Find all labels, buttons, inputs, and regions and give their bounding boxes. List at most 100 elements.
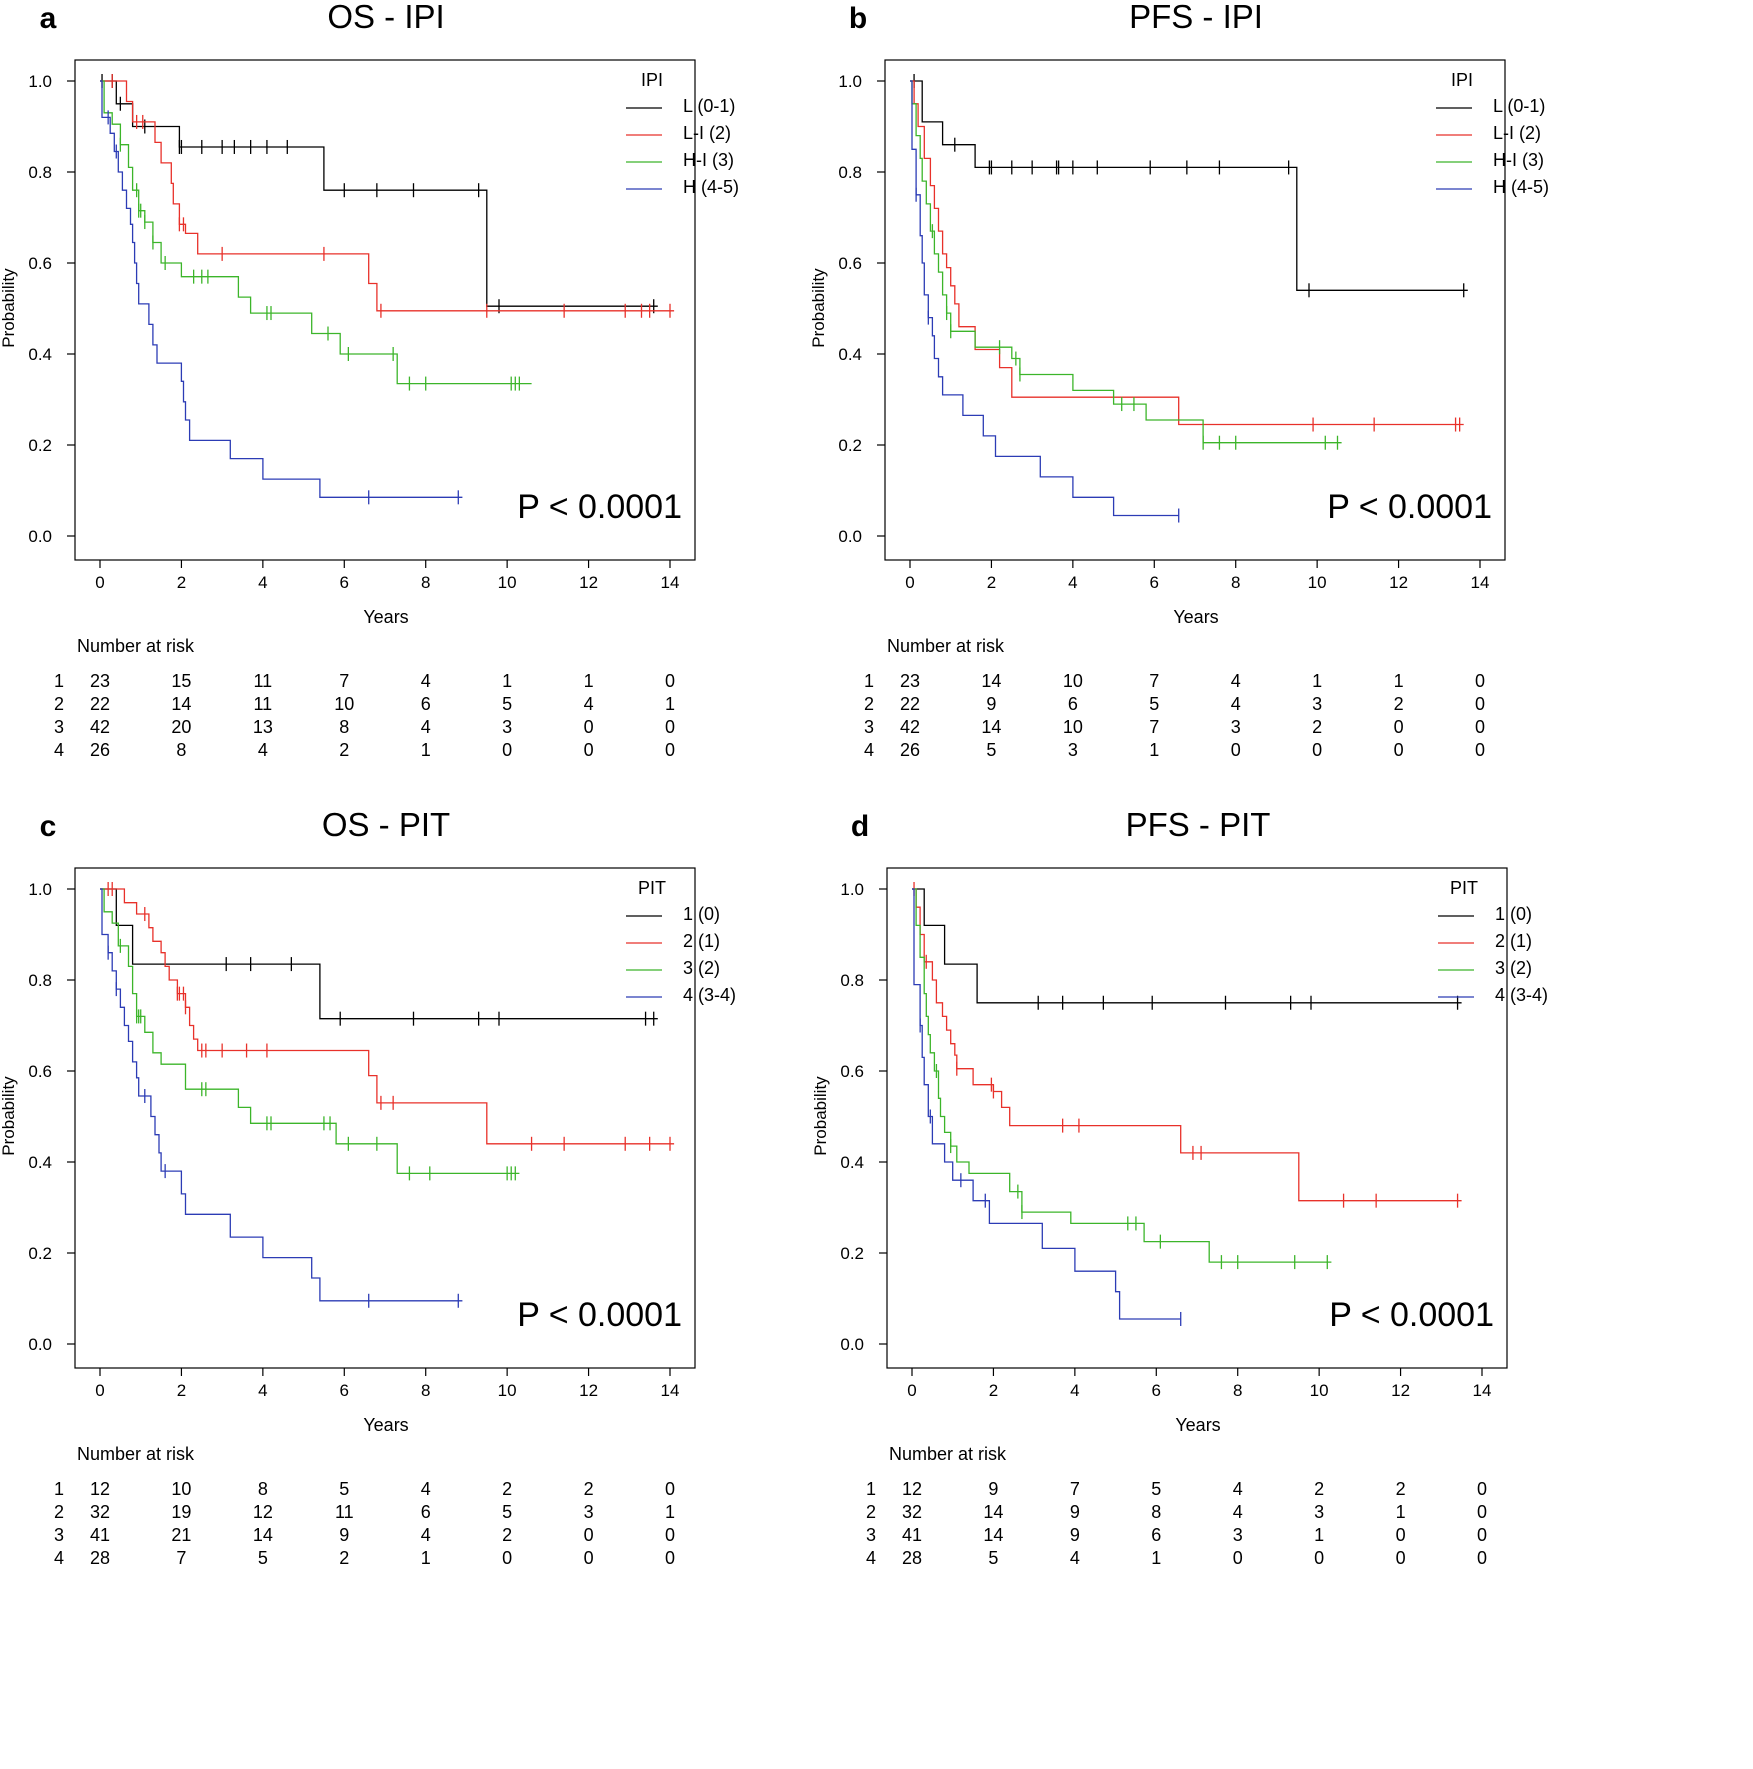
y-tick-label: 0.8 (840, 971, 864, 990)
legend-entry-l-i-2: L-I (2) (683, 123, 731, 143)
risk-cell: 13 (253, 717, 273, 737)
risk-cell: 23 (90, 671, 110, 691)
risk-cell: 14 (983, 1525, 1003, 1545)
x-tick-label: 6 (340, 573, 349, 592)
x-tick-label: 4 (258, 1381, 267, 1400)
risk-cell: 4 (421, 1479, 431, 1499)
risk-cell: 8 (176, 740, 186, 760)
p-value: P < 0.0001 (517, 1296, 682, 1334)
risk-cell: 7 (1149, 671, 1159, 691)
x-tick-label: 12 (579, 1381, 598, 1400)
risk-cell: 15 (171, 671, 191, 691)
x-tick-label: 8 (1233, 1381, 1242, 1400)
y-tick-label: 0.2 (28, 436, 52, 455)
panel-b: b PFS - IPI 0.0 0.2 0.4 0.6 0.8 1.0 0 2 4 6 8 10 12 14 Y… (809, 0, 1686, 884)
y-tick-label: 0.4 (28, 1153, 52, 1172)
risk-cell: 9 (986, 694, 996, 714)
risk-cell: 0 (584, 1525, 594, 1545)
risk-cell: 4 (1233, 1479, 1243, 1499)
risk-cell: 7 (1149, 717, 1159, 737)
risk-row-label: 4 (54, 740, 64, 760)
x-tick-label: 14 (1473, 1381, 1492, 1400)
legend-entry-h-i-3: H-I (3) (1493, 150, 1544, 170)
legend-title: IPI (1451, 70, 1473, 90)
y-tick-label: 1.0 (840, 880, 864, 899)
risk-cell: 19 (171, 1502, 191, 1522)
risk-cell: 5 (258, 1548, 268, 1568)
risk-cell: 0 (1394, 740, 1404, 760)
risk-row-label: 2 (54, 694, 64, 714)
panel-label: c (40, 810, 57, 843)
x-tick-label: 10 (1308, 573, 1327, 592)
x-tick-label: 0 (95, 1381, 104, 1400)
risk-cell: 7 (176, 1548, 186, 1568)
chart-title: OS - PIT (322, 806, 450, 843)
risk-cell: 4 (258, 740, 268, 760)
risk-cell: 0 (1314, 1548, 1324, 1568)
risk-cell: 14 (983, 1502, 1003, 1522)
risk-cell: 7 (339, 671, 349, 691)
x-tick-label: 6 (340, 1381, 349, 1400)
x-tick-label: 0 (907, 1381, 916, 1400)
survival-curve-2-1 (100, 888, 675, 1145)
legend-entry-2-1: 2 (1) (683, 931, 720, 951)
legend-entry-l-0-1: L (0-1) (1493, 96, 1545, 116)
y-tick-label: 0.0 (840, 1335, 864, 1354)
risk-cell: 1 (665, 694, 675, 714)
x-tick-label: 12 (1391, 1381, 1410, 1400)
risk-cell: 4 (584, 694, 594, 714)
risk-table-heading: Number at risk (77, 636, 195, 656)
x-tick-label: 10 (498, 573, 517, 592)
y-tick-label: 0.2 (838, 436, 862, 455)
survival-curve-4-3-4 (100, 888, 463, 1302)
x-axis-label: Years (1175, 1415, 1220, 1435)
risk-cell: 11 (335, 1502, 354, 1522)
p-value: P < 0.0001 (517, 488, 682, 526)
x-tick-label: 0 (95, 573, 104, 592)
risk-cell: 3 (1231, 717, 1241, 737)
plot-frame (886, 867, 1508, 1369)
risk-cell: 42 (90, 717, 110, 737)
risk-cell: 41 (90, 1525, 110, 1545)
risk-cell: 0 (1396, 1548, 1406, 1568)
risk-cell: 1 (502, 671, 512, 691)
risk-cell: 12 (90, 1479, 110, 1499)
risk-row-label: 1 (864, 671, 874, 691)
legend-entry-h-4-5: H (4-5) (683, 177, 739, 197)
y-tick-label: 1.0 (838, 72, 862, 91)
risk-cell: 4 (1233, 1502, 1243, 1522)
risk-cell: 20 (171, 717, 191, 737)
risk-cell: 2 (1312, 717, 1322, 737)
risk-cell: 8 (339, 717, 349, 737)
risk-cell: 4 (421, 717, 431, 737)
risk-cell: 4 (1231, 694, 1241, 714)
legend-entry-2-1: 2 (1) (1495, 931, 1532, 951)
risk-cell: 0 (584, 717, 594, 737)
risk-cell: 32 (902, 1502, 922, 1522)
y-tick-label: 0.0 (838, 527, 862, 546)
panel-label: d (851, 810, 869, 843)
survival-curve-h-i-3 (910, 80, 1342, 444)
survival-curve-h-4-5 (910, 80, 1179, 517)
risk-row-label: 3 (54, 1525, 64, 1545)
risk-cell: 0 (1477, 1479, 1487, 1499)
risk-cell: 11 (254, 694, 273, 714)
legend-entry-4-3-4: 4 (3-4) (683, 985, 736, 1005)
risk-cell: 6 (421, 1502, 431, 1522)
panel-label: a (40, 2, 57, 35)
chart-title: OS - IPI (327, 0, 444, 35)
risk-cell: 28 (902, 1548, 922, 1568)
risk-cell: 26 (90, 740, 110, 760)
legend-entry-3-2: 3 (2) (1495, 958, 1532, 978)
legend-entry-4-3-4: 4 (3-4) (1495, 985, 1548, 1005)
risk-row-label: 2 (866, 1502, 876, 1522)
y-tick-label: 0.0 (28, 527, 52, 546)
panel-d: d PFS - PIT 0.0 0.2 0.4 0.6 0.8 1.0 0 2 4 6 8 10 12 14 Y… (811, 806, 1688, 1692)
legend-entry-3-2: 3 (2) (683, 958, 720, 978)
risk-cell: 11 (254, 671, 273, 691)
risk-cell: 7 (1070, 1479, 1080, 1499)
legend-entry-l-i-2: L-I (2) (1493, 123, 1541, 143)
risk-cell: 2 (339, 1548, 349, 1568)
risk-cell: 2 (339, 740, 349, 760)
